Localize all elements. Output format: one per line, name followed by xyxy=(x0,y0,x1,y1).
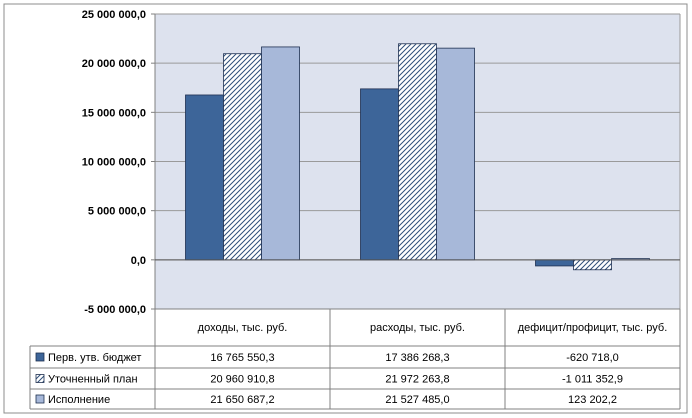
legend-label-2: Уточненный план xyxy=(48,374,138,386)
y-tick-label: 25 000 000,0 xyxy=(82,9,146,21)
data-label-2-1: 20 960 910,8 xyxy=(210,374,274,386)
y-tick-label: 20 000 000,0 xyxy=(82,58,146,70)
y-tick-label: 10 000 000,0 xyxy=(82,157,146,169)
data-label-2-2: 21 972 263,8 xyxy=(385,374,449,386)
data-label-3-3: 123 202,2 xyxy=(568,394,617,406)
bar-3-2 xyxy=(436,47,475,261)
bar-2-3 xyxy=(573,259,612,271)
legend-label-3: Исполнение xyxy=(48,394,110,406)
bar-1-3 xyxy=(535,259,574,267)
y-tick-label: 15 000 000,0 xyxy=(82,107,146,119)
data-label-1-3: -620 718,0 xyxy=(566,352,619,364)
bar-1-2 xyxy=(360,88,399,261)
category-header: дефицит/профицит, тыс. руб. xyxy=(518,322,668,334)
data-label-3-1: 21 650 687,2 xyxy=(210,394,274,406)
bar-1-1 xyxy=(185,94,224,261)
bar-2-1 xyxy=(223,53,262,261)
category-header: доходы, тыс. руб. xyxy=(198,322,288,334)
legend-key-1 xyxy=(35,352,45,362)
bar-3-1 xyxy=(261,46,300,261)
data-label-1-2: 17 386 268,3 xyxy=(385,352,449,364)
y-tick-label: 5 000 000,0 xyxy=(88,206,146,218)
y-tick-label: 0,0 xyxy=(131,255,146,267)
data-label-1-1: 16 765 550,3 xyxy=(210,352,274,364)
data-label-2-3: -1 011 352,9 xyxy=(562,374,623,386)
legend-key-2 xyxy=(35,374,45,383)
data-label-3-2: 21 527 485,0 xyxy=(385,394,449,406)
legend-label-1: Перв. утв. бюджет xyxy=(48,352,141,364)
bar-2-2 xyxy=(398,43,437,261)
legend-key-3 xyxy=(35,394,45,404)
y-tick-label: -5 000 000,0 xyxy=(84,304,146,316)
category-header: расходы, тыс. руб. xyxy=(370,322,465,334)
